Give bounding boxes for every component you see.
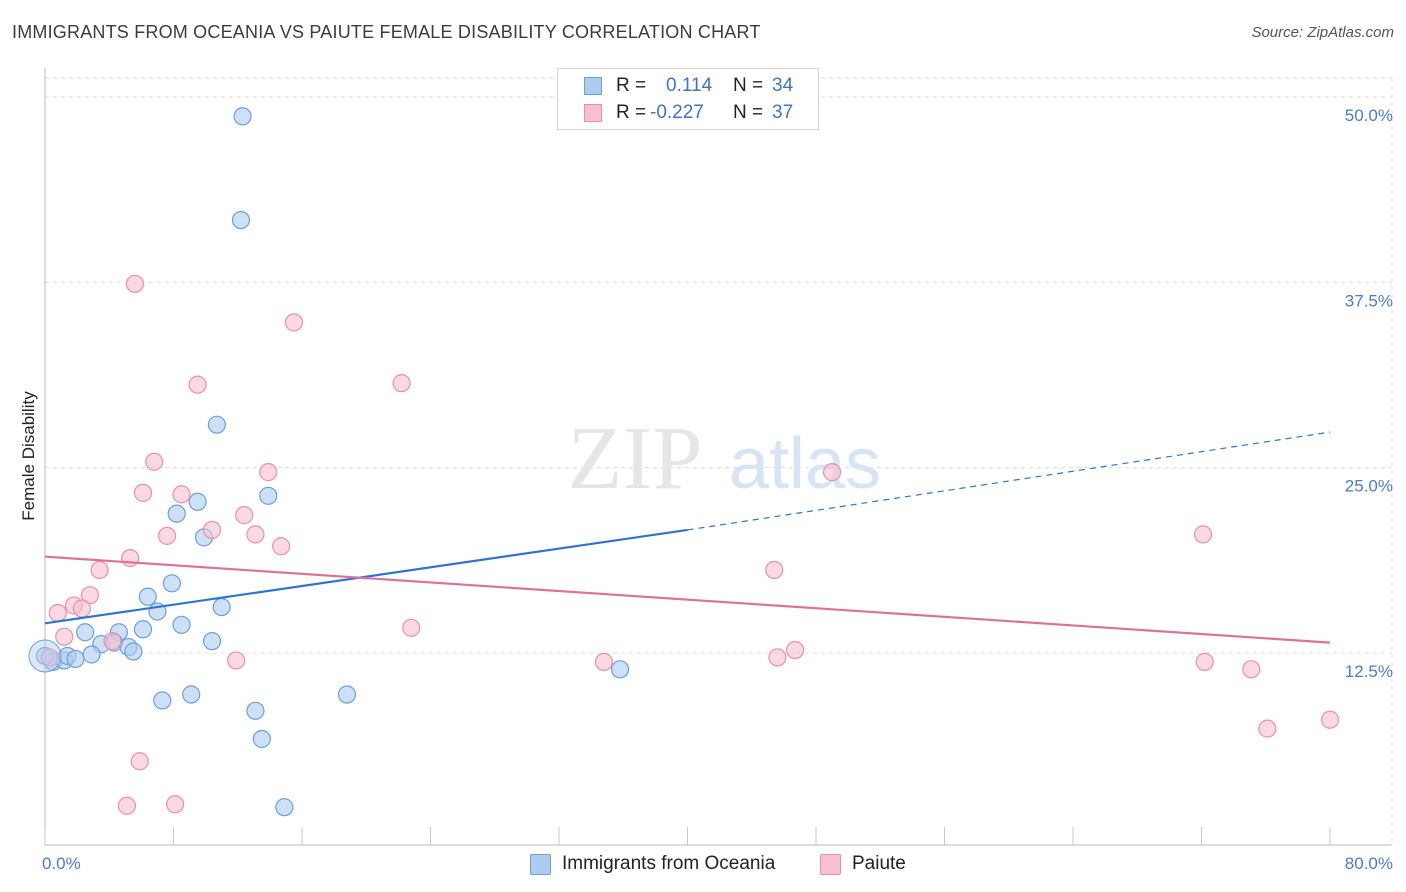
r-value: -0.227: [650, 102, 704, 123]
paiute-point: [121, 549, 140, 568]
paiute-point: [125, 274, 145, 293]
y-tick-labels: 12.5% 25.0% 37.5% 50.0%: [1345, 106, 1393, 681]
paiute-point: [130, 752, 149, 771]
x-tick-label: 80.0%: [1345, 854, 1393, 873]
n-value: 34: [772, 75, 794, 96]
oceania-point: [337, 685, 357, 704]
oceania-point: [172, 615, 191, 634]
paiute-point: [768, 648, 787, 667]
oceania-point: [202, 632, 222, 651]
paiute-point: [90, 560, 109, 580]
grid-lines: [45, 77, 1393, 845]
paiute-point: [272, 537, 291, 556]
paiute-point: [235, 506, 254, 525]
paiute-point: [594, 652, 614, 671]
paiute-point: [1320, 710, 1340, 729]
paiute-point: [786, 640, 805, 660]
n-label: N =: [733, 75, 764, 96]
paiute-point: [145, 452, 164, 471]
paiute-point: [1195, 652, 1214, 671]
paiute-point: [402, 618, 421, 637]
paiute-point: [55, 627, 74, 646]
oceania-point: [231, 210, 251, 230]
oceania-point: [133, 620, 153, 639]
oceania-point: [610, 660, 630, 679]
paiute-point: [227, 651, 246, 670]
stats-legend: R = 0.114 N = 34 R = -0.227 N = 37: [557, 68, 819, 130]
paiute-point: [80, 586, 100, 605]
data-points: [28, 107, 1340, 817]
oceania-point: [275, 798, 294, 817]
legend-label: Immigrants from Oceania: [562, 853, 776, 874]
paiute-point: [103, 632, 122, 651]
trend-lines: [44, 431, 1331, 644]
oceania-point: [188, 492, 207, 511]
y-tick-label: 50.0%: [1345, 106, 1393, 125]
oceania-legend-swatch: [530, 854, 551, 875]
chart-title: IMMIGRANTS FROM OCEANIA VS PAIUTE FEMALE…: [12, 22, 761, 42]
oceania-point: [182, 685, 201, 704]
axes: [44, 68, 1392, 846]
x-tick-labels: 0.0% 80.0%: [42, 854, 1393, 873]
oceania-point: [153, 691, 172, 710]
x-tick-label: 0.0%: [42, 854, 81, 873]
paiute-point: [202, 520, 222, 540]
oceania-point-cluster: [28, 639, 62, 673]
paiute-point: [246, 525, 265, 544]
paiute-point: [72, 599, 92, 618]
y-tick-label: 37.5%: [1345, 291, 1393, 310]
oceania-point: [233, 107, 252, 126]
oceania-trend-extension: [687, 431, 1331, 531]
series-legend: Immigrants from Oceania Paiute: [0, 852, 1406, 878]
oceania-point: [138, 587, 157, 606]
r-label: R =: [616, 75, 647, 96]
paiute-point: [157, 526, 177, 545]
n-label: N =: [733, 102, 764, 123]
oceania-trend-line: [44, 528, 688, 625]
oceania-point: [246, 701, 265, 720]
paiute-trend-line: [44, 555, 1331, 644]
oceania-point: [124, 642, 143, 661]
source-label: Source: ZipAtlas.com: [1251, 24, 1394, 41]
paiute-point: [1258, 719, 1277, 738]
r-label: R =: [616, 102, 647, 123]
oceania-point: [252, 729, 271, 749]
paiute-point: [1242, 660, 1261, 679]
watermark-atlas: atlas: [729, 424, 881, 504]
oceania-point: [207, 415, 226, 434]
paiute-point: [48, 603, 67, 623]
watermark: ZIP atlas: [568, 409, 882, 508]
oceania-point: [212, 597, 231, 617]
oceania-point: [259, 486, 278, 505]
paiute-point: [117, 796, 137, 815]
paiute-point: [188, 375, 207, 394]
paiute-point: [133, 483, 153, 502]
paiute-point: [392, 374, 411, 393]
paiute-legend-swatch: [820, 854, 841, 875]
oceania-swatch: [584, 77, 602, 95]
paiute-point: [765, 560, 784, 580]
paiute-swatch: [584, 104, 602, 122]
watermark-zip: ZIP: [568, 409, 703, 508]
y-tick-label: 25.0%: [1345, 477, 1393, 496]
paiute-point: [822, 463, 842, 482]
paiute-point: [40, 648, 59, 667]
paiute-point: [259, 463, 278, 482]
legend-label: Paiute: [852, 853, 906, 874]
paiute-point: [1194, 525, 1213, 544]
oceania-point: [162, 574, 181, 593]
r-value: 0.114: [666, 75, 713, 96]
y-tick-label: 12.5%: [1345, 662, 1393, 681]
oceania-point: [167, 504, 186, 523]
oceania-point: [66, 649, 85, 669]
oceania-point: [82, 645, 101, 664]
paiute-point: [284, 313, 304, 332]
oceania-point: [76, 623, 95, 642]
n-value: 37: [772, 102, 794, 123]
paiute-point: [166, 795, 185, 814]
paiute-point: [172, 485, 191, 504]
y-axis-label: Female Disability: [19, 391, 38, 521]
